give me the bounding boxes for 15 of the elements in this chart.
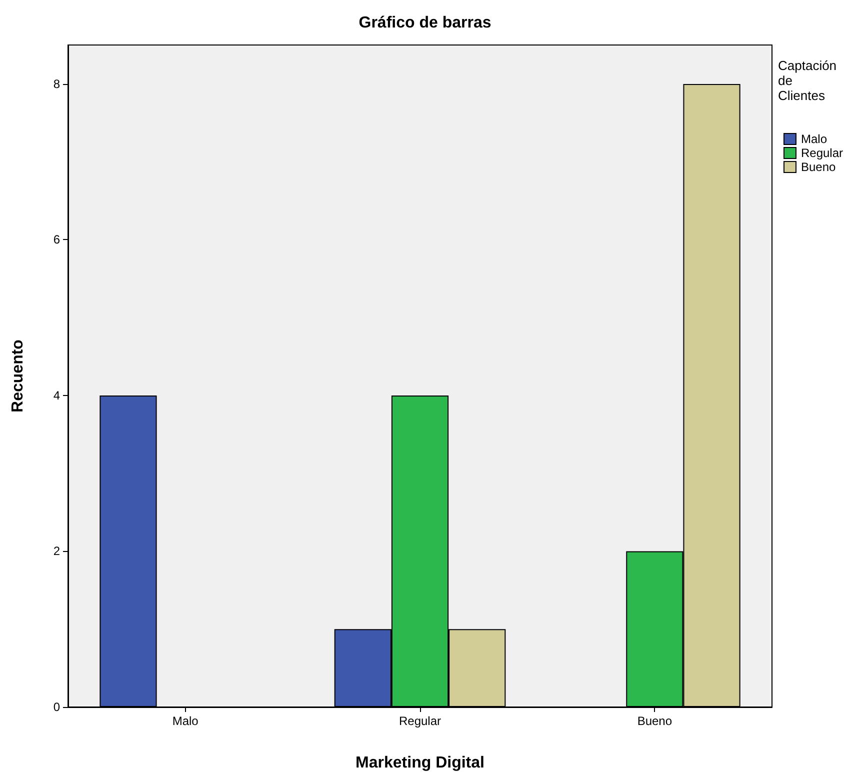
legend-label: Malo <box>800 132 828 146</box>
legend-title: Captación de Clientes <box>778 58 837 103</box>
x-tick-label: Regular <box>398 714 442 728</box>
y-tick-label: 0 <box>53 700 60 714</box>
y-tick-label: 4 <box>53 388 60 402</box>
y-tick-label: 6 <box>53 232 60 247</box>
y-axis-title: Recuento <box>10 339 26 412</box>
chart-title: Gráfico de barras <box>358 14 492 32</box>
legend-label: Regular <box>800 146 844 160</box>
x-tick-label: Malo <box>172 714 199 728</box>
legend-label: Bueno <box>800 160 836 174</box>
y-tick-label: 2 <box>53 544 60 558</box>
x-axis-title: Marketing Digital <box>356 754 484 772</box>
y-tick-label: 8 <box>53 76 60 91</box>
x-tick-label: Bueno <box>637 714 672 728</box>
